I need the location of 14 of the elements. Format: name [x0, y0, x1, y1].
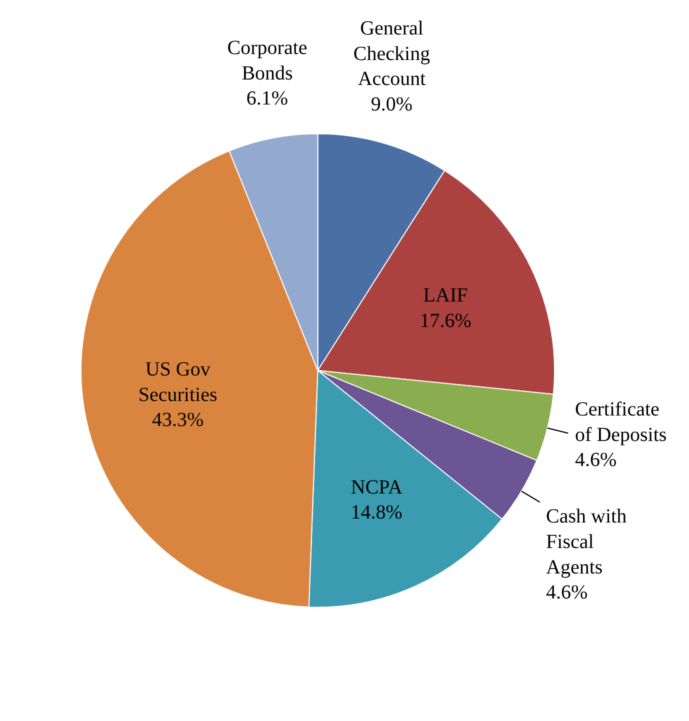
- slice-label: General Checking Account: [353, 18, 430, 90]
- data-label: 17.6%: [420, 310, 472, 332]
- slice-label: Certificate of Deposits: [575, 398, 667, 446]
- slice-label: Cash with Fiscal Agents: [546, 506, 627, 578]
- data-label: 9.0%: [370, 93, 413, 116]
- slice-label: US Gov Securities: [138, 358, 218, 406]
- data-label: 4.6%: [546, 582, 588, 604]
- data-label: 6.1%: [246, 88, 288, 110]
- data-label: 14.8%: [350, 502, 402, 524]
- data-label: 4.6%: [575, 449, 617, 472]
- slice-label: Corporate Bonds: [227, 37, 308, 84]
- slice-label: NCPA: [350, 476, 403, 498]
- data-label: 43.3%: [152, 409, 204, 432]
- slice-label: LAIF: [423, 284, 468, 307]
